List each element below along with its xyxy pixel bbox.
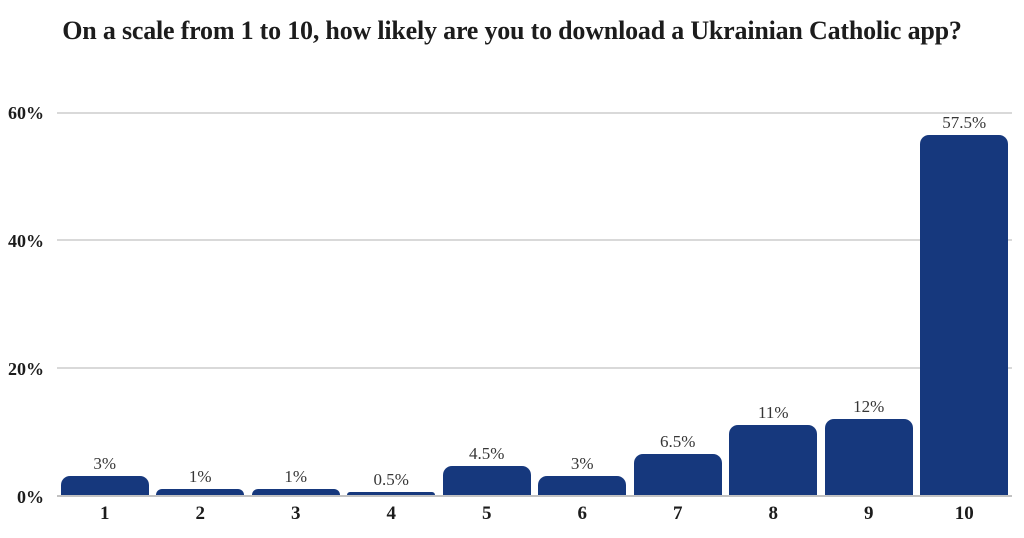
bar-value-label: 4.5% <box>469 444 505 464</box>
bar <box>920 135 1009 495</box>
bar-value-label: 12% <box>853 396 885 416</box>
bar-value-label: 1% <box>188 466 212 486</box>
bar-column: 3% <box>57 113 153 495</box>
x-tick-label: 1 <box>100 503 110 524</box>
bar-value-label: 1% <box>284 466 308 486</box>
x-tick-label: 3 <box>291 503 301 524</box>
bar <box>824 418 913 495</box>
y-tick-label: 60% <box>8 103 44 123</box>
x-tick-label: 10 <box>954 503 974 524</box>
bar <box>347 491 436 495</box>
bar <box>442 466 531 495</box>
x-tick-label: 8 <box>768 503 779 524</box>
x-tick-label: 6 <box>577 503 588 524</box>
bar <box>251 488 340 495</box>
bar-value-label: 11% <box>757 402 789 422</box>
x-tick-label: 7 <box>673 503 683 524</box>
y-tick-label: 40% <box>8 231 44 251</box>
bar-value-label: 6.5% <box>660 431 696 451</box>
bar-value-label: 3% <box>93 453 117 473</box>
bar-column: 1% <box>153 113 249 495</box>
gridline <box>57 239 1012 242</box>
bar-column: 3% <box>535 113 631 495</box>
x-tick-label: 4 <box>386 503 397 524</box>
chart-title: On a scale from 1 to 10, how likely are … <box>62 16 962 45</box>
y-tick-label: 0% <box>17 487 44 507</box>
bar-column: 0.5% <box>344 113 440 495</box>
plot-area: 3% 1% 1% 0.5% 4.5% 3% 6.5% 11% 12% 57.5% <box>57 112 1013 497</box>
bar-value-label: 3% <box>570 453 594 473</box>
bar-column: 4.5% <box>439 113 535 495</box>
y-tick-label: 20% <box>8 359 44 379</box>
gridline <box>57 112 1012 114</box>
bar-column: 6.5% <box>630 113 726 495</box>
bar-value-label: 0.5% <box>373 469 409 489</box>
x-tick-label: 2 <box>195 503 206 524</box>
bar <box>729 424 818 495</box>
y-axis: 0% 20% 40% 60% <box>0 104 50 506</box>
gridline <box>57 366 1012 369</box>
bar-value-label: 57.5% <box>942 113 987 132</box>
x-tick-label: 5 <box>482 503 492 524</box>
bar <box>633 453 722 495</box>
bar <box>156 488 245 495</box>
x-axis: 1 2 3 4 5 6 7 8 9 10 <box>57 503 1012 525</box>
bar-column: 12% <box>821 113 917 495</box>
x-tick-label: 9 <box>864 503 874 524</box>
bar-column: 57.5% <box>917 113 1013 495</box>
bar-column: 1% <box>248 113 344 495</box>
bar <box>60 475 149 495</box>
bar <box>538 475 627 495</box>
bar-column: 11% <box>726 113 822 495</box>
